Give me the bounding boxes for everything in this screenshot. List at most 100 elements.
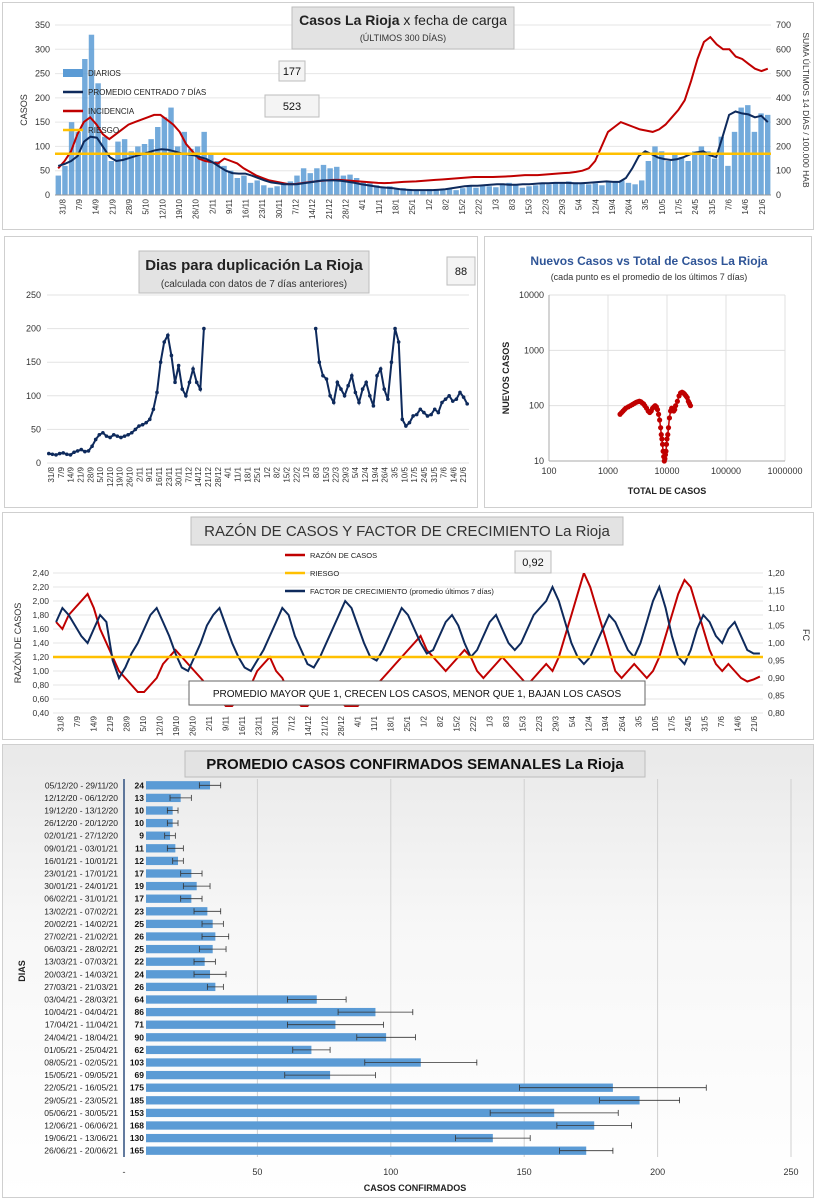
series-duplicacion-point [418,407,423,412]
x-tick-label: 22/3 [535,715,544,731]
bar-diarios [353,178,360,195]
bar-diarios [121,139,128,195]
y-tick-label: 1000 [524,345,544,355]
y-tick-label: 1,20 [32,652,49,662]
chart-semanales-panel: - 50 100 150 200 250 05/12/20 - 29/11/20 24 12/1… [2,744,814,1198]
bar-semanal [146,1020,336,1029]
data-label: 185 [130,1095,144,1105]
bar-diarios [194,146,201,195]
chart-duplicacion-panel: 0 50 100 150 200 250 31/8 7/9 14/9 21/9 28/9 5/10 12… [4,236,478,508]
bar-semanal [146,1108,555,1118]
y2-tick-label: 100 [776,166,791,176]
x-tick-label: 14/9 [67,466,76,482]
series-duplicacion-point [68,453,73,457]
x-tick-label: 12/10 [158,198,167,219]
x-tick-label: 24/5 [420,466,429,482]
x-tick-label: 21/6 [459,466,468,482]
series-duplicacion-point [119,435,123,440]
bar-semanal [146,818,173,828]
scatter-point [659,436,665,442]
bar-diarios [678,157,685,195]
bar-diarios [566,181,572,195]
x-tick-label: 15/2 [453,715,462,731]
x-tick-label: 22/2 [292,466,301,482]
category-label: 02/01/21 - 27/12/20 [44,831,118,841]
category-label: 19/12/20 - 13/12/20 [44,806,118,816]
x-tick-label: 1/2 [420,715,429,727]
x-tick-label: 17/5 [410,466,419,482]
series-duplicacion-point [133,427,138,432]
bar-diarios [526,186,532,195]
annotation-177: 177 [283,66,301,78]
data-label: 71 [135,1020,145,1030]
bar-semanal [146,907,208,916]
bar-diarios [247,182,254,195]
bar-diarios [645,161,652,195]
series-duplicacion-point [173,380,177,385]
x-tick-label: 11/1 [233,466,242,482]
y-tick-label: 350 [35,20,50,30]
x-tick-label: 9/11 [225,198,234,214]
x-tick-label: 5/10 [96,466,105,482]
legend-label: PROMEDIO CENTRADO 7 DÍAS [88,88,206,97]
series-duplicacion-point [140,422,145,427]
x-tick-label: 24/5 [691,198,700,214]
x-tick-label: 25/1 [403,715,412,731]
bar-diarios [579,182,585,195]
x-tick-label: 18/1 [391,198,400,214]
bar-diarios [148,139,154,195]
bar-diarios [711,158,718,195]
annotation-177-box [278,60,306,82]
chart-title: Nuevos Casos vs Total de Casos La Rioja [530,254,768,268]
chart-title-bold: Casos La Rioja [299,12,400,28]
x-tick-label: 18/1 [387,715,396,731]
y-tick-label: 0,60 [32,694,49,704]
bar-diarios [82,59,88,195]
series-duplicacion-point [104,434,109,438]
bar-diarios [698,146,705,195]
bar-diarios [619,180,625,195]
title-box [138,250,370,294]
chart-title-rest: x fecha de carga [399,12,507,28]
category-label: 05/06/21 - 30/05/21 [44,1108,118,1118]
series-duplicacion-point [400,417,405,422]
legend-label: RIESGO [88,126,119,135]
x-tick-label: 8/2 [273,466,282,478]
x-tick-label: 21/6 [758,198,767,214]
bar-diarios [652,146,658,195]
scatter-point [665,425,672,431]
bar-semanal [146,1146,587,1155]
bar-diarios [446,189,453,195]
legend-swatch-diarios [63,69,83,77]
data-label: 153 [130,1108,144,1118]
bar-semanal [146,982,216,992]
category-label: 29/05/21 - 23/05/21 [44,1095,118,1105]
x-tick-label: 31/5 [708,198,717,214]
data-label: 103 [130,1058,144,1068]
data-label: 22 [135,957,145,967]
x-tick-label: 26/4 [381,466,390,482]
legend-label: RAZÓN DE CASOS [310,551,377,560]
scatter-point [663,441,670,447]
bar-semanal [146,1121,595,1130]
category-label: 20/02/21 - 14/02/21 [44,919,118,929]
x-tick-label: 19/4 [608,198,617,214]
x-tick-label: 4/1 [354,715,363,727]
scatter-point [657,417,663,423]
bar-diarios [373,185,380,195]
series-duplicacion-point [450,399,455,403]
series-duplicacion-point [108,435,112,440]
category-label: 26/12/20 - 20/12/20 [44,818,118,828]
category-label: 23/01/21 - 17/01/21 [44,869,118,879]
series-duplicacion-point [155,390,159,395]
series-duplicacion-point [396,340,401,344]
series-duplicacion-point [342,394,347,398]
annotation-523-box [264,94,320,118]
y-tick-label: 10 [534,456,544,466]
bar-semanal [146,944,213,954]
bar-diarios [261,185,267,195]
bar-semanal [146,1058,421,1067]
category-label: 19/06/21 - 13/06/21 [44,1133,118,1143]
x-tick-label: 10/5 [400,466,409,482]
